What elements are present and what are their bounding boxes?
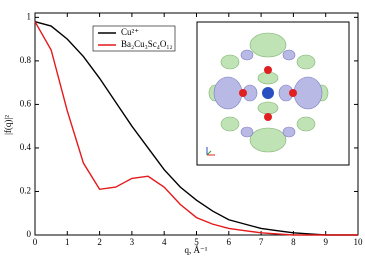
legend-label: Ba₂Cu₃Sc₄O₁₂ (121, 39, 173, 49)
x-tick-label: 0 (33, 237, 38, 247)
y-axis-label: |f(q)|² (3, 115, 13, 135)
x-tick-label: 3 (130, 237, 135, 247)
line-series (34, 21, 358, 236)
legend-label: Cu²⁺ (121, 27, 139, 37)
line-series (34, 21, 358, 236)
x-tick-label: 10 (354, 237, 364, 247)
x-tick-label: 1 (65, 237, 70, 247)
x-tick-label: 7 (259, 237, 264, 247)
y-tick-label: 0.8 (20, 55, 32, 65)
y-tick-label: 0 (27, 229, 32, 239)
inset-image (196, 21, 350, 166)
x-tick-label: 6 (227, 237, 232, 247)
x-tick-label: 5 (194, 237, 199, 247)
x-tick-label: 9 (323, 237, 328, 247)
y-tick-label: 0.2 (20, 186, 31, 196)
x-tick-label: 2 (97, 237, 102, 247)
legend-box (92, 25, 176, 52)
y-tick-label: 1 (27, 11, 32, 21)
x-tick-label: 4 (162, 237, 167, 247)
y-tick-label: 0.6 (20, 98, 32, 108)
y-tick-label: 0.4 (20, 142, 32, 152)
x-axis-label: q, Å⁻¹ (185, 245, 208, 255)
x-tick-label: 8 (291, 237, 296, 247)
